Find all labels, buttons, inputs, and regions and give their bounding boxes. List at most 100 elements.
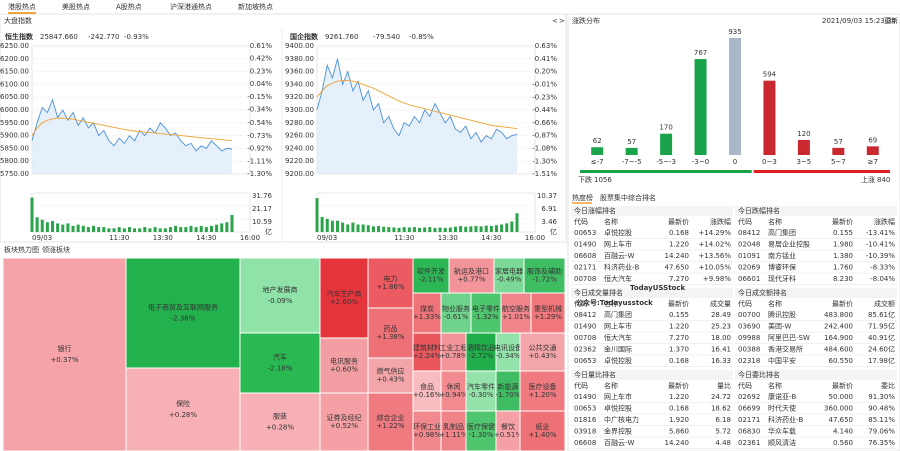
table-cell: 1.760 xyxy=(833,264,853,272)
sector-name: 乳制品 xyxy=(443,422,464,431)
sector-name: 汽车零件 xyxy=(467,382,495,391)
y2-tick-label: -1.51% xyxy=(532,170,557,178)
table-cell: 时代天使 xyxy=(768,404,796,413)
sector-change: -0.34% xyxy=(496,352,521,360)
panel-title: 大盘指数 xyxy=(4,16,32,25)
table-cell: 00653 xyxy=(574,357,596,365)
table-cell: 79.06% xyxy=(868,428,895,436)
treemap-tab[interactable]: 领涨板块 xyxy=(42,245,70,254)
sector-name: 医疗设备 xyxy=(529,382,557,391)
panel-title: 板块热力图 xyxy=(4,245,39,254)
bar-value-label: 69 xyxy=(868,136,877,144)
sector-change: +1.11% xyxy=(439,431,467,439)
table-cell: 1.220 xyxy=(669,323,689,331)
table-title: 今日涨幅排名 xyxy=(574,206,616,215)
top-tab[interactable]: 新加坡热点 xyxy=(238,2,273,11)
update-label: 更新 xyxy=(884,16,898,25)
volume-bar xyxy=(209,225,213,232)
column-header: 涨跌幅 xyxy=(710,217,731,226)
y2-tick-label: -0.15% xyxy=(247,93,272,101)
ranking-tab[interactable]: 综合排名 xyxy=(628,193,656,202)
y-tick-label: 26100.00 xyxy=(0,80,29,88)
volume-bar xyxy=(346,224,350,232)
column-header: 最新价 xyxy=(832,381,853,390)
volume-bar xyxy=(56,223,60,232)
volume-bar xyxy=(174,225,178,232)
y2-tick-label: -0.01% xyxy=(532,80,557,88)
x-label: 13:30 xyxy=(438,234,458,242)
top-tab[interactable]: 美股热点 xyxy=(62,2,90,11)
top-tab[interactable]: 港股热点 xyxy=(8,2,36,11)
volume-bar xyxy=(423,227,427,232)
sector-name: 电讯服务 xyxy=(330,356,358,365)
table-cell: 1.920 xyxy=(669,416,689,424)
volume-bar xyxy=(428,227,432,232)
table-cell: 00653 xyxy=(574,405,596,413)
index-last: 25847.660 xyxy=(40,33,78,41)
volume-bar xyxy=(220,223,224,232)
volume-bar xyxy=(484,225,488,232)
sector-change: +0.77% xyxy=(457,276,485,284)
distribution-bar xyxy=(625,147,638,155)
sector-name: 酒精饮品 xyxy=(467,343,495,352)
table-cell: -8.33% xyxy=(870,264,895,272)
y-tick-label: 26250.00 xyxy=(0,42,29,50)
y2-tick-label: -0.73% xyxy=(247,132,272,140)
distribution-bar xyxy=(866,146,879,155)
volume-bar xyxy=(153,227,157,232)
sector-name: 食品 xyxy=(420,382,434,391)
table-cell: 0.168 xyxy=(669,405,689,413)
y-tick-label: 26150.00 xyxy=(0,68,29,76)
table-cell: 南方锰业 xyxy=(768,251,796,260)
volume-unit: 亿 xyxy=(265,227,272,236)
sector-change: +2.60% xyxy=(330,298,358,306)
table-cell: 09988 xyxy=(738,334,760,342)
volume-bar xyxy=(40,219,44,232)
nav-prev[interactable]: < xyxy=(552,17,558,25)
table-cell: -10.39% xyxy=(866,252,896,260)
column-header: 代码 xyxy=(738,217,752,226)
table-title: 今日跌幅排名 xyxy=(738,206,780,215)
column-header: 代码 xyxy=(574,299,588,308)
table-cell: 02362 xyxy=(574,346,596,354)
table-cell: 40.91亿 xyxy=(868,333,895,342)
sector-change: +0.51% xyxy=(494,431,522,439)
table-cell: 02361 xyxy=(738,439,760,447)
volume-bar xyxy=(438,227,442,232)
volume-bar xyxy=(315,198,319,232)
volume-bar xyxy=(61,224,65,232)
sector-name: 电子商贸及互联网服务 xyxy=(148,302,218,311)
table-cell: 科济药业-B xyxy=(768,415,804,424)
x-label: 11:30 xyxy=(394,234,414,242)
volume-bar xyxy=(418,227,422,232)
sector-change: -2.11% xyxy=(419,276,444,284)
volume-bar xyxy=(515,213,519,232)
y2-tick-label: -1.30% xyxy=(247,170,272,178)
table-cell: 484.600 xyxy=(824,346,853,354)
table-cell: 60.550 xyxy=(829,357,854,365)
top-tab[interactable]: A股热点 xyxy=(116,2,142,11)
top-tab[interactable]: 沪深港通热点 xyxy=(170,2,212,11)
table-cell: 03690 xyxy=(738,323,760,331)
ranking-tab[interactable]: 股票集中 xyxy=(600,193,628,202)
sector-change: +0.94% xyxy=(439,391,467,399)
sector-change: +0.37% xyxy=(50,356,78,364)
table-cell: 4.140 xyxy=(833,428,853,436)
table-cell: 06830 xyxy=(738,428,760,436)
y2-tick-label: -0.54% xyxy=(247,119,272,127)
sector-change: +1.29% xyxy=(534,313,562,321)
bar-value-label: 767 xyxy=(694,49,707,57)
volume-bar xyxy=(351,222,355,232)
bar-value-label: 57 xyxy=(834,138,843,146)
nav-next[interactable]: > xyxy=(559,17,565,25)
sector-name: 电力 xyxy=(384,274,398,283)
column-header: 名称 xyxy=(768,299,782,308)
volume-bar xyxy=(51,220,55,232)
table-cell: 香港交易所 xyxy=(768,345,803,354)
sector-change: +1.86% xyxy=(376,283,404,291)
table-cell: 0.155 xyxy=(833,229,853,237)
volume-bar xyxy=(397,227,401,232)
ranking-tab[interactable]: 热度榜 xyxy=(572,193,593,202)
treemap-cell xyxy=(239,257,321,334)
